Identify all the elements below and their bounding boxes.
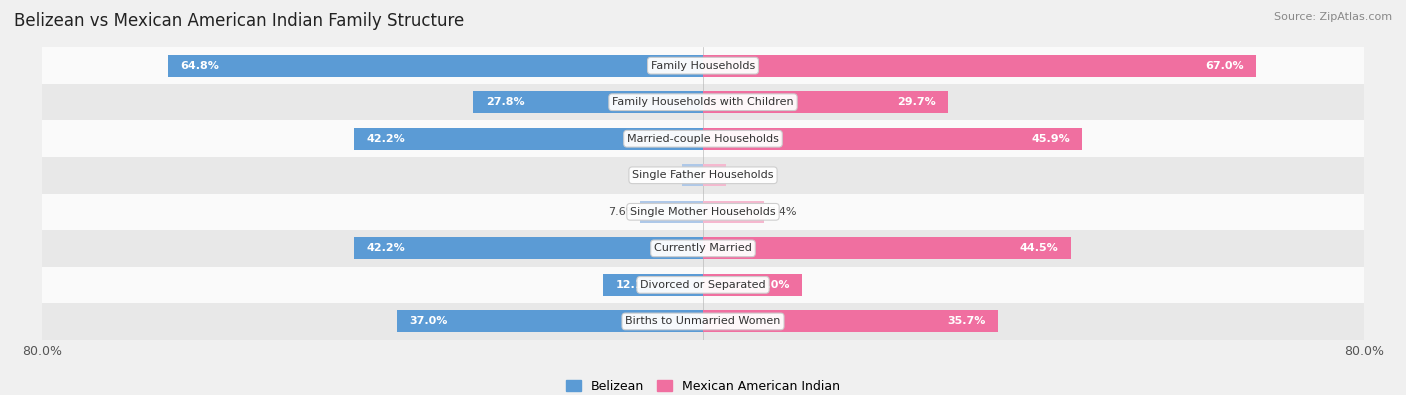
Text: 42.2%: 42.2% (367, 134, 405, 144)
Text: 12.1%: 12.1% (616, 280, 654, 290)
Text: 2.6%: 2.6% (650, 170, 678, 180)
Text: Single Father Households: Single Father Households (633, 170, 773, 180)
Bar (42, 230, 1364, 267)
Bar (682, 164, 703, 186)
Bar (398, 310, 703, 332)
Bar (42, 303, 1364, 340)
Bar (42, 267, 1364, 303)
Text: 7.4%: 7.4% (768, 207, 797, 217)
Text: 45.9%: 45.9% (1031, 134, 1070, 144)
Text: Married-couple Households: Married-couple Households (627, 134, 779, 144)
Text: 67.0%: 67.0% (1205, 61, 1244, 71)
Bar (42, 84, 1364, 120)
Text: 27.8%: 27.8% (485, 97, 524, 107)
Bar (703, 310, 998, 332)
Text: Single Mother Households: Single Mother Households (630, 207, 776, 217)
Text: 7.6%: 7.6% (607, 207, 636, 217)
Text: 37.0%: 37.0% (409, 316, 449, 326)
Bar (603, 274, 703, 296)
Text: 12.0%: 12.0% (751, 280, 790, 290)
Bar (354, 128, 703, 150)
Bar (703, 128, 1083, 150)
Bar (703, 201, 763, 223)
Text: 2.8%: 2.8% (730, 170, 759, 180)
Text: Family Households: Family Households (651, 61, 755, 71)
Text: 64.8%: 64.8% (180, 61, 219, 71)
Text: Births to Unmarried Women: Births to Unmarried Women (626, 316, 780, 326)
Text: 44.5%: 44.5% (1019, 243, 1059, 253)
Text: Family Households with Children: Family Households with Children (612, 97, 794, 107)
Bar (354, 237, 703, 259)
Bar (474, 91, 703, 113)
Bar (42, 120, 1364, 157)
Bar (703, 237, 1070, 259)
Bar (703, 55, 1257, 77)
Text: Belizean vs Mexican American Indian Family Structure: Belizean vs Mexican American Indian Fami… (14, 12, 464, 30)
Text: Source: ZipAtlas.com: Source: ZipAtlas.com (1274, 12, 1392, 22)
Bar (42, 47, 1364, 84)
Bar (703, 274, 801, 296)
Bar (167, 55, 703, 77)
Bar (42, 194, 1364, 230)
Bar (703, 91, 948, 113)
Text: 29.7%: 29.7% (897, 97, 936, 107)
Bar (640, 201, 703, 223)
Legend: Belizean, Mexican American Indian: Belizean, Mexican American Indian (561, 375, 845, 395)
Text: 35.7%: 35.7% (948, 316, 986, 326)
Text: Currently Married: Currently Married (654, 243, 752, 253)
Text: 42.2%: 42.2% (367, 243, 405, 253)
Bar (42, 157, 1364, 194)
Bar (703, 164, 725, 186)
Text: Divorced or Separated: Divorced or Separated (640, 280, 766, 290)
